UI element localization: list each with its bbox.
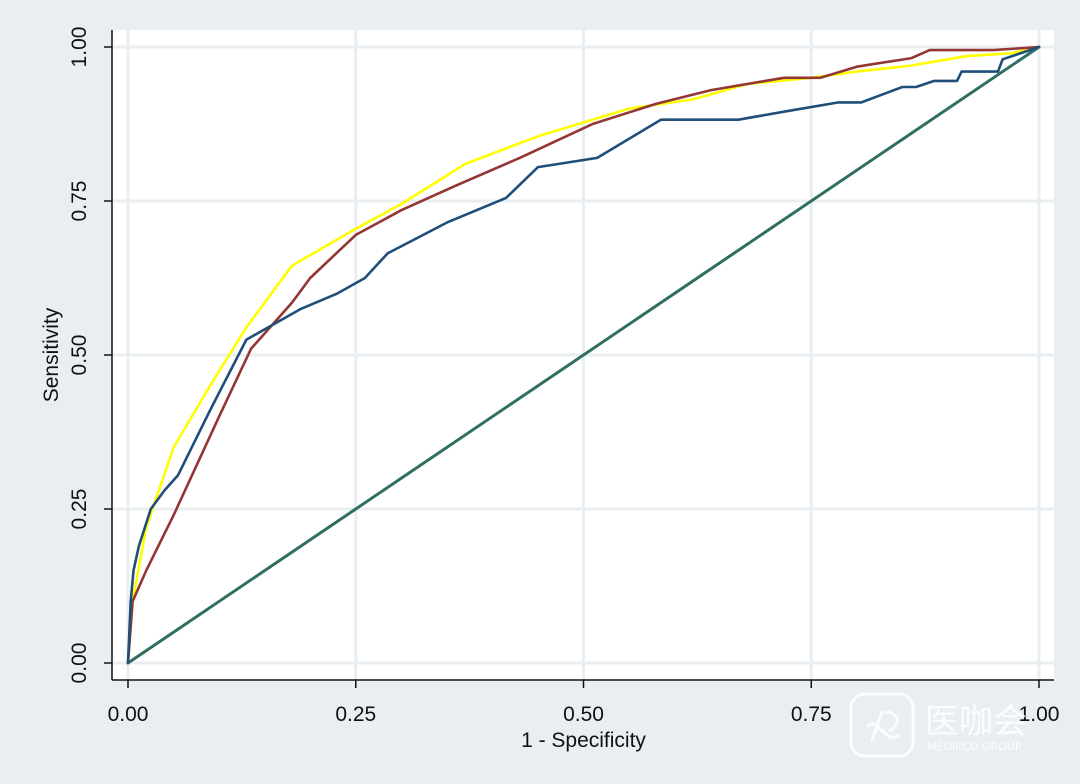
y-tick-label: 0.50 (68, 335, 91, 376)
x-tick-label: 0.00 (108, 703, 149, 726)
x-tick-label: 0.25 (335, 703, 376, 726)
medieco-logo-icon (849, 692, 915, 758)
x-axis-title: 1 - Specificity (521, 729, 646, 752)
y-tick-label: 0.25 (68, 489, 91, 530)
watermark: 医咖会 MEDIECO GROUP (849, 692, 1027, 758)
series-line-3 (126, 45, 1041, 665)
y-tick-label: 0.00 (68, 643, 91, 684)
series-line-2 (126, 45, 1041, 665)
x-tick-label: 0.75 (791, 703, 832, 726)
watermark-text: 医咖会 (925, 702, 1027, 742)
watermark-subtext: MEDIECO GROUP (927, 740, 1022, 753)
x-tick-label: 1.00 (1019, 703, 1060, 726)
series-lines (126, 45, 1041, 665)
y-axis-title: Sensitivity (40, 307, 63, 402)
axes: 0.00 0.25 0.50 0.75 1.00 0.00 0.25 0.50 0.75 1.00 (68, 27, 1059, 726)
y-tick-label: 0.75 (68, 181, 91, 222)
series-line-1 (126, 45, 1041, 665)
x-tick-label: 0.50 (563, 703, 604, 726)
y-tick-label: 1.00 (68, 27, 91, 68)
series-line-4 (126, 45, 1041, 665)
